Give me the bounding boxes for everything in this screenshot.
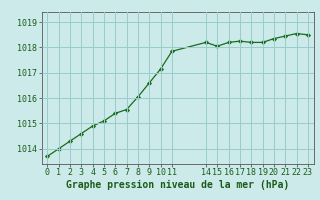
X-axis label: Graphe pression niveau de la mer (hPa): Graphe pression niveau de la mer (hPa) [66, 180, 289, 190]
